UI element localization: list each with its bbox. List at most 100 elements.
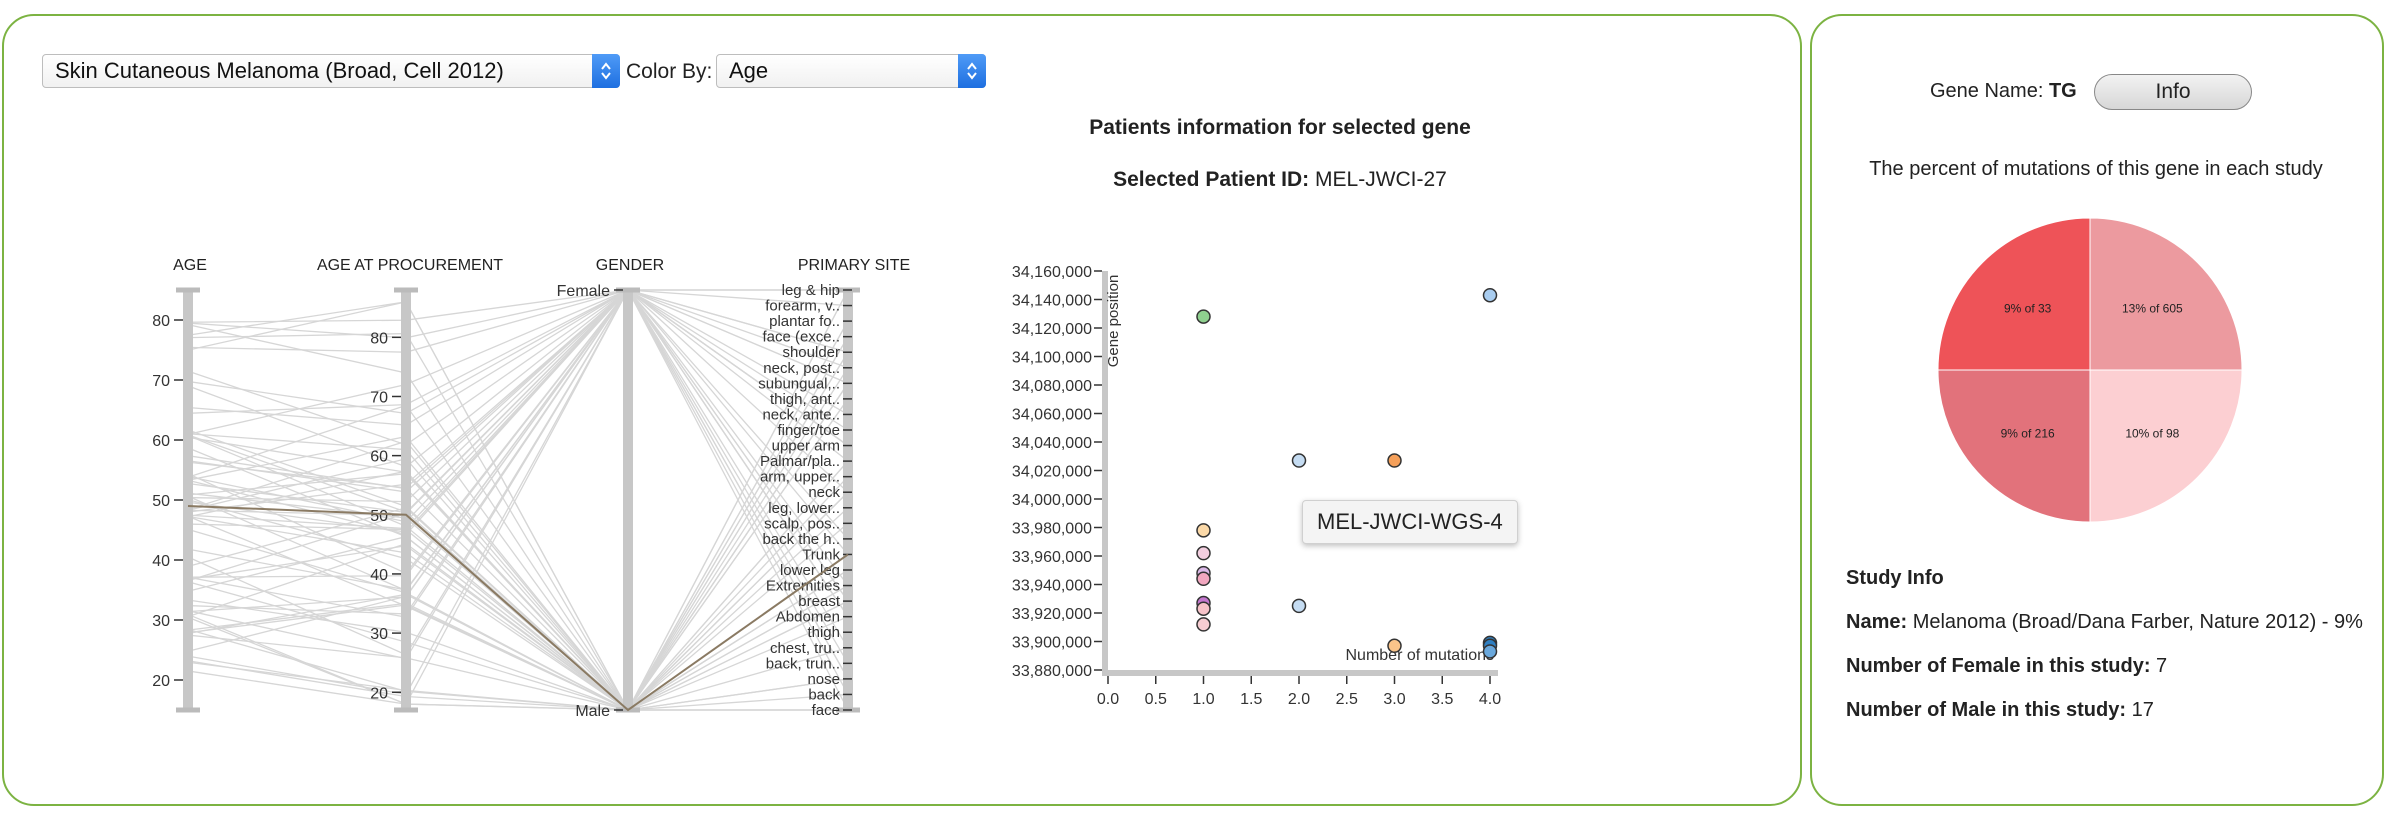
study-pie-chart[interactable]: 13% of 605 10% of 98 9% of 216 9% of 33 — [1930, 210, 2250, 530]
color-by-select[interactable]: Age — [716, 54, 986, 88]
pcp-patient-line — [187, 584, 849, 711]
info-button[interactable]: Info — [2094, 74, 2252, 110]
pcp-tick-label: finger/toe — [777, 422, 840, 439]
pcp-tick-label: 50 — [152, 493, 170, 510]
scatter-x-axis — [1102, 670, 1498, 676]
scatter-point — [1291, 453, 1307, 468]
scatter-y-tick-label: 33,920,000 — [1012, 606, 1092, 623]
pcp-tick-label: upper arm — [772, 438, 840, 455]
pcp-patient-line — [187, 289, 849, 536]
male-count-value: 17 — [2131, 699, 2154, 721]
pcp-patient-line — [187, 440, 849, 712]
pcp-tick-label: lower leg — [780, 562, 840, 579]
pcp-patient-line — [187, 492, 849, 711]
pcp-tick-label: leg, lower.. — [768, 500, 840, 517]
scatter-point — [1196, 523, 1211, 538]
scatter-y-tick-label: 33,880,000 — [1012, 663, 1092, 680]
pie-slice — [1937, 217, 2091, 371]
scatter-point — [1196, 601, 1211, 616]
pcp-tick-label: nose — [807, 671, 840, 688]
pcp-tick-label: thigh, ant.. — [770, 391, 840, 408]
pcp-tick-label: scalp, pos.. — [764, 515, 840, 532]
pcp-patient-line — [187, 289, 849, 555]
scatter-point — [1196, 617, 1211, 632]
pcp-tick-label: Male — [575, 703, 610, 720]
pcp-patient-line — [187, 289, 848, 468]
scatter-y-tick-label: 33,940,000 — [1012, 578, 1092, 595]
pcp-tick-label: face (exce.. — [762, 329, 840, 346]
pcp-tick-label: 20 — [370, 685, 388, 702]
scatter-y-tick-label: 34,020,000 — [1012, 464, 1092, 481]
pcp-tick-label: Palmar/pla.. — [760, 453, 840, 470]
pcp-axis-title: GENDER — [596, 257, 664, 274]
study-select[interactable]: Skin Cutaneous Melanoma (Broad, Cell 201… — [42, 54, 620, 88]
study-info: Study Info Name: Melanoma (Broad/Dana Fa… — [1846, 566, 2366, 742]
scatter-y-tick-label: 34,000,000 — [1012, 492, 1092, 509]
scatter-x-tick-label: 3.5 — [1431, 691, 1453, 708]
select-arrows-icon — [592, 54, 620, 88]
pcp-patient-line — [187, 288, 849, 664]
pie-slice-label: 9% of 216 — [2001, 426, 2055, 440]
study-select-value: Skin Cutaneous Melanoma (Broad, Cell 201… — [55, 58, 504, 83]
pcp-tick-label: plantar fo.. — [769, 313, 840, 330]
pcp-patient-line — [187, 301, 849, 711]
pcp-tick-label: 60 — [370, 449, 388, 466]
scatter-point — [1482, 287, 1498, 303]
pcp-tick-label: face — [812, 702, 840, 719]
pcp-tick-label: forearm, v.. — [765, 298, 840, 315]
scatter-point — [1196, 571, 1211, 587]
pcp-tick-label: back, trun.. — [766, 655, 840, 672]
pcp-tick-label: 60 — [152, 433, 170, 450]
pcp-tick-label: back — [808, 686, 840, 703]
scatter-y-axis — [1102, 271, 1108, 676]
pcp-tick-label: Abdomen — [776, 609, 840, 626]
pcp-tick-label: 70 — [152, 373, 170, 390]
pcp-patient-line — [187, 336, 849, 711]
scatter-point — [1482, 644, 1498, 659]
scatter-point — [1387, 638, 1402, 654]
pcp-patient-line — [187, 289, 849, 462]
study-name-label: Name: — [1846, 611, 1908, 633]
pcp-axis-bar — [843, 290, 853, 710]
female-count-label: Number of Female in this study: — [1846, 655, 2151, 677]
scatter-y-tick-label: 34,140,000 — [1012, 293, 1092, 310]
scatter-y-tick-label: 34,080,000 — [1012, 378, 1092, 395]
scatter-plot[interactable]: 34,160,000 34,140,000 34,120,000 34,100,000… — [990, 250, 1530, 730]
scatter-x-tick-label: 2.0 — [1288, 691, 1310, 708]
selected-patient-line: Selected Patient ID: MEL-JWCI-27 — [1060, 168, 1500, 192]
scatter-point — [1196, 545, 1211, 561]
study-info-heading: Study Info — [1846, 567, 1944, 589]
pcp-tick-label: 80 — [152, 313, 170, 330]
patient-tooltip: MEL-JWCI-WGS-4 — [1302, 500, 1518, 544]
color-by-value: Age — [729, 58, 769, 83]
pie-slice-label: 9% of 33 — [2004, 302, 2052, 316]
pcp-selected-patient-line — [187, 505, 849, 712]
pie-slice — [2089, 369, 2243, 523]
female-count-value: 7 — [2156, 655, 2168, 677]
pie-slice — [2089, 217, 2243, 371]
pcp-patient-line — [187, 289, 849, 415]
pcp-tick-label: breast — [798, 593, 841, 610]
pcp-tick-label: neck, ante.. — [762, 406, 840, 423]
pcp-patient-line — [187, 288, 849, 680]
scatter-point — [1196, 309, 1211, 324]
pcp-patient-line — [187, 332, 849, 711]
pie-slice-label: 13% of 605 — [2122, 302, 2183, 316]
pcp-tick-label: back the h.. — [762, 531, 840, 548]
parallel-coordinates-chart[interactable]: AGE AGE AT PROCUREMENT GENDER PRIMARY SITE 8… — [150, 250, 910, 730]
male-count-row: Number of Male in this study: 17 — [1846, 698, 2366, 722]
pcp-tick-label: 40 — [370, 567, 388, 584]
gene-name-row: Gene Name: TG — [1930, 80, 2077, 103]
male-count-label: Number of Male in this study: — [1846, 699, 2127, 721]
pcp-tick-label: 20 — [152, 673, 170, 690]
pcp-patient-line — [187, 289, 848, 615]
scatter-x-tick-label: 2.5 — [1336, 691, 1358, 708]
study-name-value: Melanoma (Broad/Dana Farber, Nature 2012… — [1912, 611, 2363, 633]
pcp-tick-label: 80 — [370, 330, 388, 347]
scatter-x-tick-label: 4.0 — [1479, 691, 1501, 708]
scatter-y-tick-label: 34,160,000 — [1012, 264, 1092, 281]
scatter-point — [1291, 598, 1307, 614]
pcp-tick-label: neck — [808, 484, 840, 501]
scatter-title: Patients information for selected gene — [1089, 116, 1471, 139]
pcp-patient-line — [187, 288, 849, 618]
